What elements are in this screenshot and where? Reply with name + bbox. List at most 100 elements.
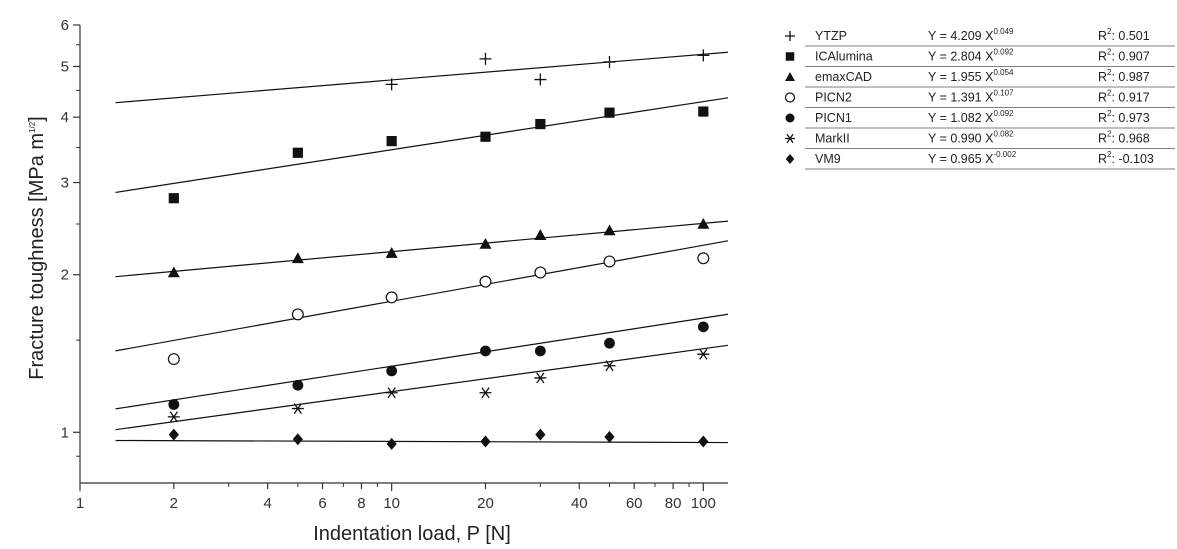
asterisk-marker	[479, 387, 492, 399]
data-point	[167, 353, 180, 366]
legend-equation: Y = 0.965 X-0.002	[928, 150, 1017, 166]
data-point	[480, 131, 491, 142]
legend-name: MarkII	[815, 132, 850, 146]
y-tick-label: 4	[61, 109, 69, 126]
diamond-marker	[698, 435, 709, 448]
data-point	[534, 73, 547, 86]
data-point	[292, 379, 304, 391]
fit-line	[115, 439, 729, 444]
data-point	[386, 365, 398, 377]
open-circle-marker	[167, 353, 180, 366]
x-tick-label: 40	[571, 495, 588, 512]
x-tick-label: 4	[263, 495, 271, 512]
data-point	[385, 78, 398, 91]
series-icalumina	[115, 97, 729, 204]
triangle-marker	[291, 252, 304, 264]
data-point	[534, 266, 547, 279]
y-tick-label: 3	[61, 175, 69, 192]
legend-name: PICN2	[815, 91, 852, 105]
legend-marker	[784, 92, 796, 103]
open-circle-marker	[385, 291, 398, 304]
asterisk-marker	[534, 372, 547, 384]
y-axis-title-main: Fracture toughness [MPa m	[26, 133, 48, 380]
square-marker	[698, 106, 709, 117]
y-axis-title: Fracture toughness [MPa m1/2]	[26, 116, 48, 379]
triangle-marker	[534, 229, 547, 240]
data-point	[385, 291, 398, 304]
x-tick-label: 6	[318, 495, 326, 512]
diamond-marker	[535, 428, 546, 441]
open-circle-marker	[534, 266, 547, 279]
square-marker	[604, 107, 615, 118]
data-point	[697, 348, 710, 360]
data-point	[698, 106, 709, 117]
series-picn2	[115, 240, 729, 366]
series-markii	[115, 344, 729, 431]
legend-equation: Y = 2.804 X0.092	[928, 48, 1014, 64]
legend-item: emaxCAD Y = 1.955 X0.054 R2: 0.987	[785, 68, 1175, 88]
square-marker	[386, 136, 397, 147]
legend-r2: R2: 0.973	[1098, 109, 1150, 125]
data-point	[534, 345, 546, 357]
x-tick-label: 2	[170, 495, 178, 512]
plus-marker	[697, 49, 710, 62]
data-point	[603, 55, 616, 68]
x-tick-label: 60	[626, 495, 643, 512]
y-axis-title-end: ]	[26, 116, 48, 122]
triangle-marker	[785, 72, 795, 81]
diamond-marker	[292, 433, 303, 446]
legend-item: YTZP Y = 4.209 X0.049 R2: 0.501	[785, 27, 1175, 47]
triangle-marker	[697, 217, 710, 229]
legend-item: VM9 Y = 0.965 X-0.002 R2: -0.103	[785, 150, 1175, 170]
filled-circle-marker	[480, 345, 491, 357]
x-tick-label: 20	[477, 495, 494, 512]
data-point	[168, 399, 180, 410]
plus-marker	[785, 31, 795, 41]
x-axis-title: Indentation load, P [N]	[313, 523, 511, 545]
x-tick-label: 8	[357, 495, 365, 512]
data-point	[603, 360, 616, 372]
fit-line	[115, 240, 729, 352]
legend: YTZP Y = 4.209 X0.049 R2: 0.501 ICAlumina Y …	[784, 27, 1175, 170]
data-point	[479, 275, 492, 288]
data-point	[291, 308, 304, 321]
data-point	[385, 247, 398, 258]
data-point	[291, 252, 304, 264]
legend-r2: R2: 0.987	[1098, 68, 1150, 84]
data-point	[292, 147, 303, 158]
open-circle-marker	[784, 92, 796, 103]
data-point	[167, 411, 180, 423]
asterisk-marker	[697, 348, 710, 360]
triangle-marker	[167, 266, 180, 278]
data-point	[480, 345, 491, 357]
filled-circle-marker	[292, 379, 304, 391]
legend-r2: R2: 0.917	[1098, 89, 1150, 105]
y-tick-label: 6	[61, 17, 69, 34]
fit-line	[115, 344, 729, 431]
x-tick-label: 80	[665, 495, 682, 512]
data-point	[385, 387, 398, 399]
data-point	[292, 433, 303, 446]
legend-item: ICAlumina Y = 2.804 X0.092 R2: 0.907	[785, 48, 1175, 67]
legend-name: ICAlumina	[815, 50, 873, 64]
plus-marker	[534, 73, 547, 86]
series-vm9	[115, 428, 729, 450]
data-point	[697, 321, 709, 333]
square-marker	[535, 118, 546, 130]
data-point	[535, 118, 546, 130]
filled-circle-marker	[168, 399, 180, 410]
data-point	[168, 428, 179, 441]
legend-name: PICN1	[815, 111, 852, 125]
asterisk-marker	[291, 403, 304, 415]
x-tick-label: 10	[383, 495, 400, 512]
legend-item: PICN2 Y = 1.391 X0.107 R2: 0.917	[784, 89, 1175, 108]
data-point	[604, 337, 615, 349]
fit-line	[115, 97, 729, 194]
filled-circle-marker	[697, 321, 709, 333]
square-marker	[480, 131, 491, 142]
filled-circle-marker	[386, 365, 398, 377]
data-point	[603, 224, 616, 236]
open-circle-marker	[479, 275, 492, 288]
legend-marker	[785, 154, 795, 164]
data-point	[480, 435, 491, 448]
